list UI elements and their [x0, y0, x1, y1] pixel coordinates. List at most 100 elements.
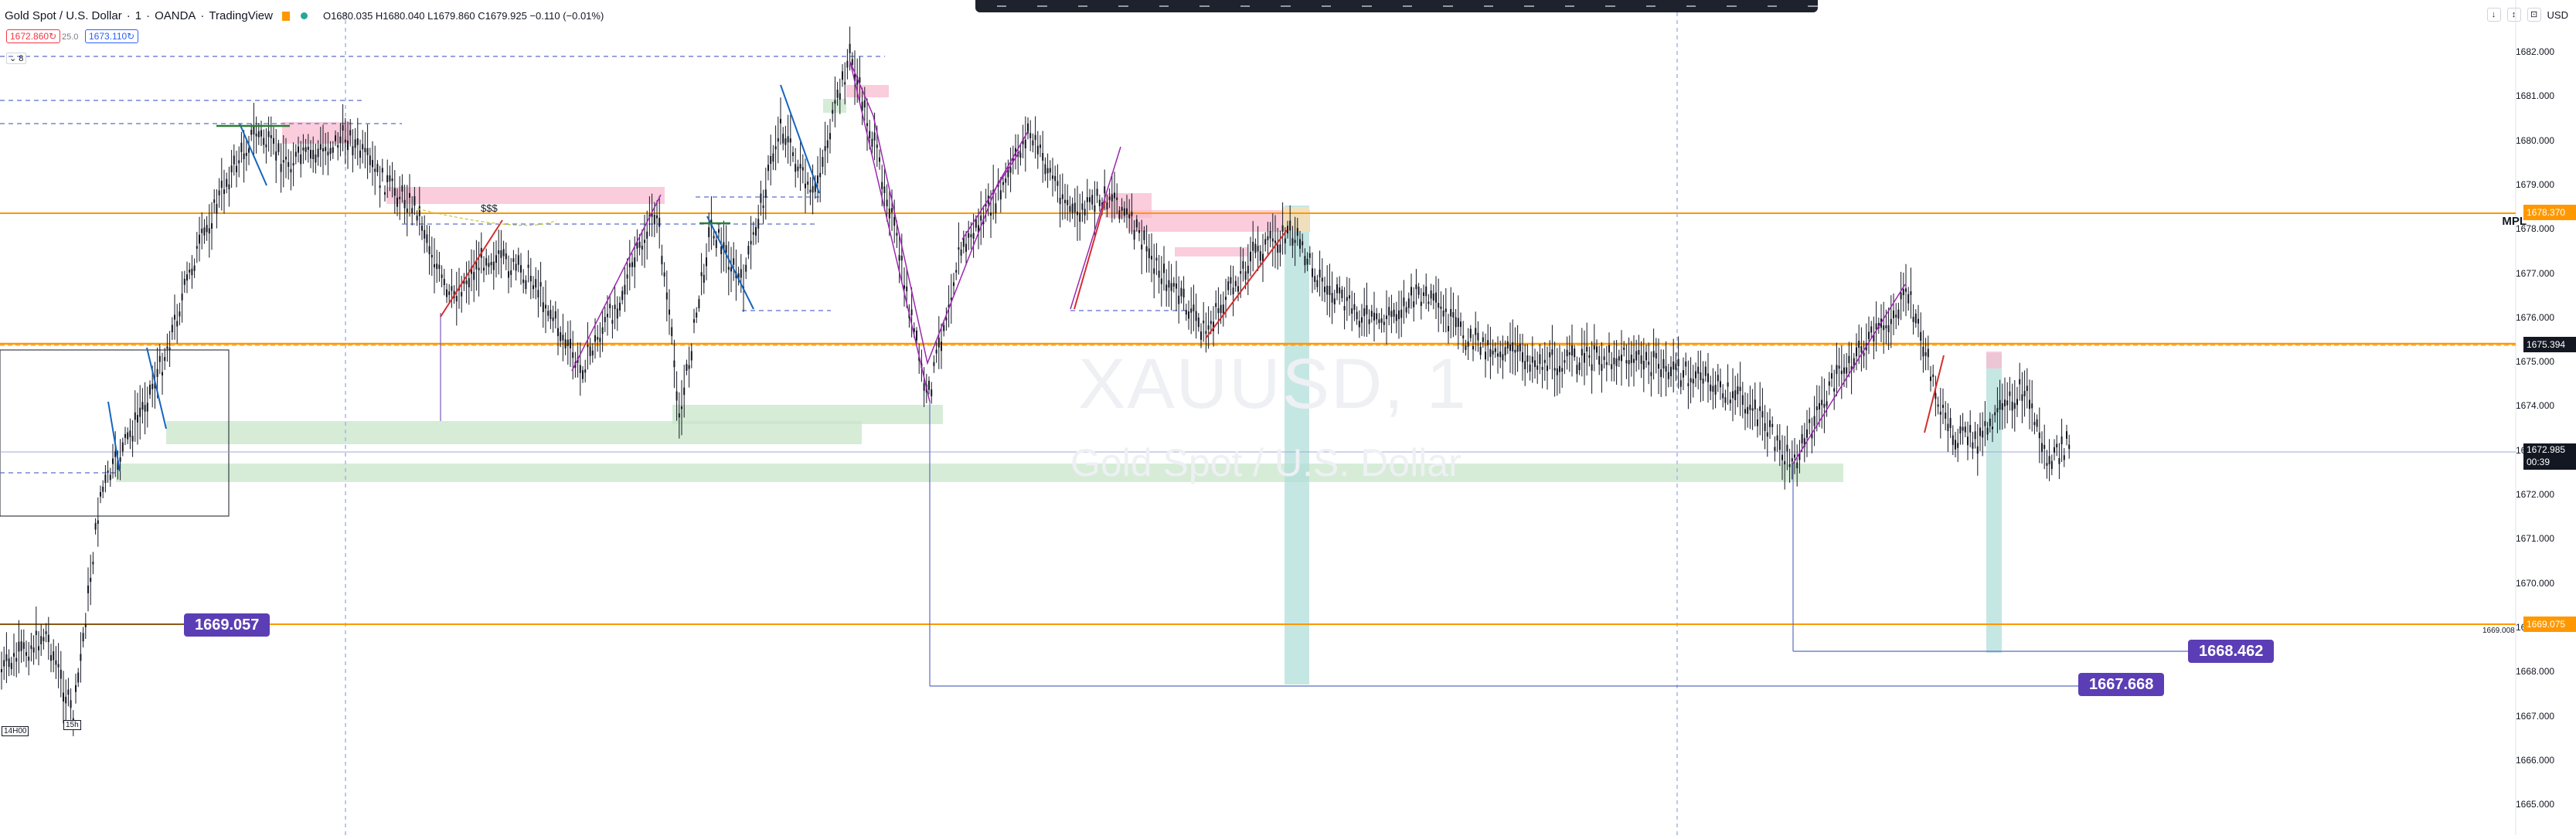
tool-icon[interactable]: [1483, 5, 1494, 7]
tool-icon[interactable]: [1767, 5, 1778, 7]
candle-body: [1438, 303, 1440, 308]
candle-body: [807, 181, 809, 185]
tool-icon[interactable]: [997, 5, 1007, 7]
tool-icon[interactable]: [1686, 5, 1696, 7]
candle-body: [18, 641, 20, 652]
candle-body: [611, 320, 614, 324]
candle-body: [92, 562, 94, 565]
bid-price[interactable]: 1672.860↻: [6, 29, 61, 43]
tool-icon[interactable]: [1240, 5, 1251, 7]
candle-body: [146, 403, 148, 412]
candle-body: [849, 43, 851, 53]
candle-body: [869, 131, 871, 138]
zone-box: [1285, 206, 1309, 684]
drawing-toolbar[interactable]: [975, 0, 1818, 12]
candle-body: [1460, 321, 1462, 328]
tool-icon[interactable]: [1808, 5, 1818, 7]
symbol-title[interactable]: Gold Spot / U.S. Dollar: [5, 9, 122, 22]
candle-body: [1781, 454, 1783, 460]
tool-icon[interactable]: [1605, 5, 1615, 7]
candle-body: [891, 208, 893, 212]
candle-body: [1635, 351, 1638, 361]
price-badge[interactable]: 1675.394: [2523, 336, 2576, 352]
tool-icon[interactable]: [1362, 5, 1372, 7]
tool-icon[interactable]: [1645, 5, 1656, 7]
candle-body: [1158, 270, 1160, 278]
price-callout[interactable]: 1667.668: [2078, 673, 2165, 696]
candle-body: [1007, 168, 1009, 178]
candle-body: [315, 155, 317, 163]
candle-body: [1222, 304, 1224, 314]
candle-body: [1914, 314, 1917, 324]
candle-body: [347, 140, 349, 151]
candle-body: [1009, 167, 1012, 173]
candle-body: [2058, 458, 2060, 464]
candle-body: [1801, 433, 1803, 443]
price-badge[interactable]: 1678.370: [2523, 204, 2576, 220]
candle-body: [945, 318, 948, 321]
tool-icon[interactable]: [1321, 5, 1332, 7]
candle-body: [211, 222, 213, 229]
candle-body: [1190, 308, 1193, 313]
fullscreen-icon[interactable]: ⊡: [2527, 8, 2541, 22]
candle-body: [1153, 268, 1155, 274]
candle-body: [1411, 287, 1412, 296]
tool-icon[interactable]: [1200, 5, 1210, 7]
candle-body: [1677, 358, 1679, 366]
currency-selector[interactable]: USD: [2547, 8, 2568, 21]
candle-body: [1040, 144, 1041, 148]
tool-icon[interactable]: [1402, 5, 1413, 7]
candle-body: [1361, 317, 1363, 323]
candle-body: [1766, 432, 1768, 437]
candle-body: [928, 380, 930, 390]
candle-body: [542, 302, 544, 312]
candle-body: [554, 311, 556, 319]
ask-price[interactable]: 1673.110↻: [85, 29, 139, 43]
candle-body: [1423, 292, 1424, 296]
tool-icon[interactable]: [1564, 5, 1575, 7]
candle-body: [1949, 418, 1952, 428]
candle-body: [1079, 212, 1081, 222]
price-callout[interactable]: 1668.462: [2188, 640, 2275, 663]
tool-icon[interactable]: [1118, 5, 1128, 7]
candle-body: [764, 189, 767, 198]
liquidity-label: $$$: [481, 202, 498, 214]
blue-swing: [146, 347, 167, 430]
interval-label[interactable]: 1: [134, 9, 142, 22]
candle-body: [1405, 307, 1407, 313]
candle-body: [475, 261, 478, 270]
collapse-indicators-button[interactable]: ⌄ 8: [6, 53, 27, 64]
price-callout[interactable]: 1669.057: [184, 613, 271, 637]
tool-icon[interactable]: [1524, 5, 1534, 7]
tool-icon[interactable]: [1727, 5, 1737, 7]
scale-icon[interactable]: ↕: [2506, 8, 2521, 22]
arrow-down-icon[interactable]: ↓: [2486, 8, 2501, 22]
candle-body: [1502, 354, 1504, 361]
price-badge[interactable]: 1669.075: [2523, 616, 2576, 632]
tool-icon[interactable]: [1077, 5, 1088, 7]
tool-icon[interactable]: [1443, 5, 1453, 7]
tool-icon[interactable]: [1281, 5, 1291, 7]
price-badge[interactable]: 1672.985 00:39: [2523, 443, 2576, 470]
candle-body: [8, 658, 10, 667]
zone-box: [166, 421, 862, 444]
candle-body: [718, 229, 720, 233]
candle-body: [1227, 281, 1230, 290]
candle-body: [1608, 345, 1610, 353]
tool-icon[interactable]: [1037, 5, 1047, 7]
tool-icon[interactable]: [1159, 5, 1169, 7]
candle-body: [1937, 404, 1939, 407]
flag-icon[interactable]: [281, 11, 290, 21]
candle-body: [844, 82, 846, 85]
candle-body: [1959, 426, 1962, 434]
symbol-legend[interactable]: Gold Spot / U.S. Dollar · 1 · OANDA · Tr…: [5, 9, 604, 22]
candle-body: [1176, 283, 1177, 289]
candle-body: [1393, 309, 1395, 317]
candle-body: [651, 213, 653, 217]
candle-body: [203, 227, 206, 236]
candle-body: [873, 132, 876, 141]
candle-body: [562, 335, 564, 341]
price-tick: 1670.000: [2516, 577, 2555, 589]
